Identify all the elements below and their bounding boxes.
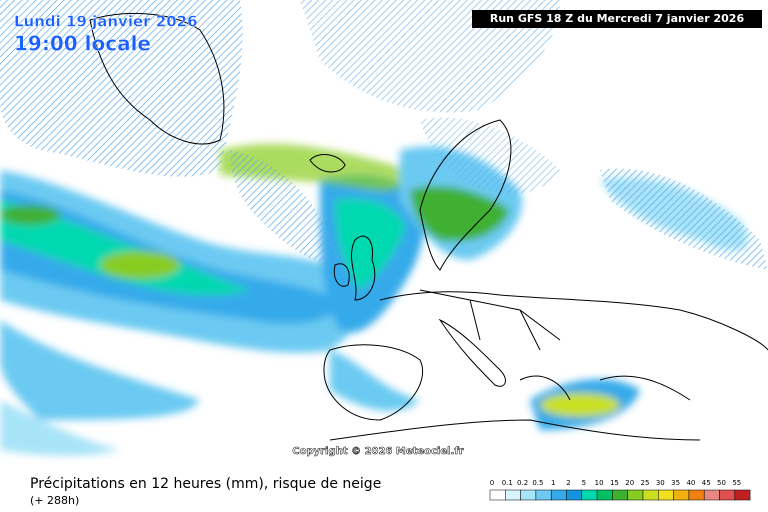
legend-label: 50 bbox=[717, 479, 726, 487]
legend-swatch bbox=[642, 489, 659, 501]
legend-label: 5 bbox=[582, 479, 586, 487]
legend-swatch bbox=[520, 489, 537, 501]
valid-date: Lundi 19 janvier 2026 bbox=[14, 13, 198, 31]
legend-label: 2 bbox=[566, 479, 570, 487]
legend-swatch bbox=[688, 489, 705, 501]
run-banner bbox=[472, 10, 762, 28]
legend-swatch bbox=[505, 489, 521, 501]
legend-label: 0.5 bbox=[532, 479, 543, 487]
legend-label: 0 bbox=[490, 479, 494, 487]
legend-label: 1 bbox=[551, 479, 555, 487]
legend-label: 20 bbox=[625, 479, 634, 487]
run-info: Run GFS 18 Z du Mercredi 7 janvier 2026 bbox=[490, 12, 745, 25]
legend-label: 45 bbox=[702, 479, 711, 487]
legend-label: 0.2 bbox=[517, 479, 528, 487]
valid-time: 19:00 locale bbox=[14, 32, 151, 56]
legend-swatch bbox=[489, 489, 506, 501]
legend-label: 25 bbox=[641, 479, 650, 487]
legend-swatch bbox=[734, 489, 751, 501]
legend: 0 0.1 0.2 0.5 1 2 5 10 15 20 25 30 35 40 45 50 55 bbox=[489, 479, 751, 501]
legend-swatch bbox=[612, 489, 628, 501]
legend-label: 40 bbox=[686, 479, 695, 487]
legend-swatch bbox=[703, 489, 720, 501]
footer-title: Précipitations en 12 heures (mm), risque… bbox=[30, 476, 381, 492]
legend-swatch bbox=[550, 489, 567, 501]
legend-label: 35 bbox=[671, 479, 680, 487]
coastlines bbox=[89, 13, 768, 441]
legend-swatch bbox=[719, 489, 736, 501]
legend-label: 15 bbox=[610, 479, 619, 487]
legend-swatch bbox=[658, 489, 674, 501]
legend-swatch bbox=[566, 489, 583, 501]
legend-swatch bbox=[581, 489, 598, 501]
snow-hatching bbox=[0, 0, 768, 270]
legend-label: 55 bbox=[732, 479, 741, 487]
legend-swatch bbox=[673, 489, 690, 501]
copyright: Copyright © 2026 Meteociel.fr bbox=[292, 446, 463, 457]
legend-swatch bbox=[535, 489, 552, 501]
legend-label: 30 bbox=[656, 479, 665, 487]
legend-swatch bbox=[627, 489, 644, 501]
legend-label: 10 bbox=[595, 479, 604, 487]
forecast-lead: (+ 288h) bbox=[30, 494, 79, 507]
legend-label: 0.1 bbox=[502, 479, 513, 487]
legend-swatch bbox=[596, 489, 613, 501]
